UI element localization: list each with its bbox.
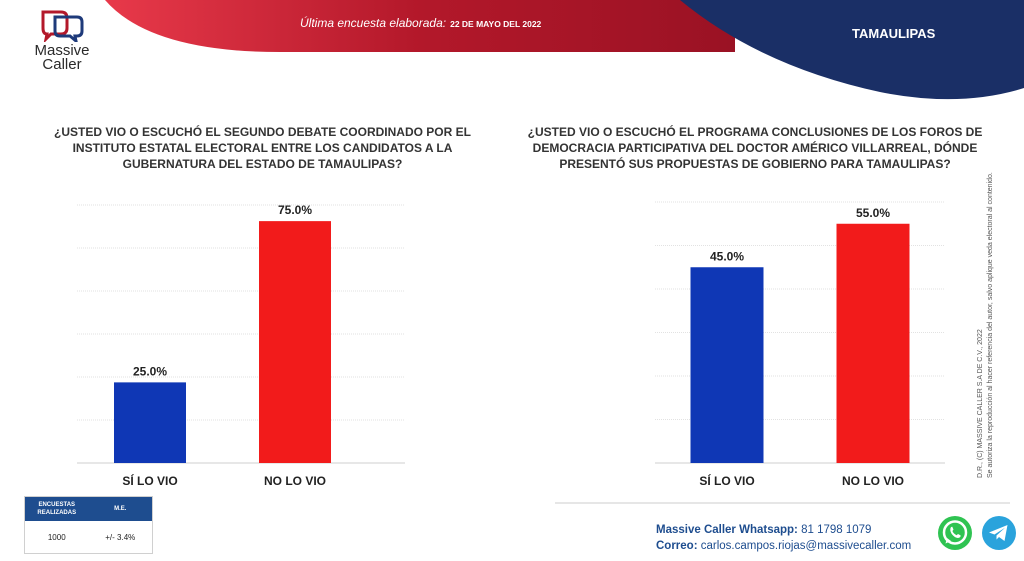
logo-text-caller: Caller <box>42 56 82 73</box>
logo-icon <box>41 10 84 42</box>
last-survey-date: Última encuesta elaborada: 22 DE MAYO DEL… <box>300 16 541 30</box>
chart-2-data-label-1: 45.0% <box>710 249 744 263</box>
chart-1-category-2: NO LO VIO <box>264 474 326 488</box>
survey-info-values: 1000 +/- 3.4% <box>25 521 152 554</box>
whatsapp-icon[interactable] <box>936 514 974 552</box>
whatsapp-contact: Massive Caller Whatsapp: 81 1798 1079 <box>656 522 911 538</box>
email-address[interactable]: carlos.campos.riojas@massivecaller.com <box>700 540 912 552</box>
last-survey-label: Última encuesta elaborada: <box>300 16 447 30</box>
email-contact: Correo: carlos.campos.riojas@massivecall… <box>656 538 911 554</box>
chart-1-bar-2 <box>259 221 331 463</box>
massive-caller-logo: Massive Caller <box>22 8 102 78</box>
survey-info-table: ENCUESTAS REALIZADAS M.E. 1000 +/- 3.4% <box>24 496 153 554</box>
survey-info-header: ENCUESTAS REALIZADAS M.E. <box>25 497 152 521</box>
whatsapp-label: Massive Caller Whatsapp: <box>656 524 798 536</box>
chart-2-category-1: SÍ LO VIO <box>699 473 754 488</box>
last-survey-date-value: 22 DE MAYO DEL 2022 <box>450 19 542 29</box>
surveys-value: 1000 <box>47 533 66 542</box>
chart-2-bar-1 <box>690 267 764 463</box>
margin-error-header: M.E. <box>114 506 127 512</box>
chart-1-data-label-2: 75.0% <box>278 203 312 217</box>
chart-1-data-label-1: 25.0% <box>133 364 167 378</box>
copyright-line-2: Se autoriza la reproducción al hacer ref… <box>987 172 994 478</box>
logo-text-massive: Massive <box>34 42 90 59</box>
region-title: TAMAULIPAS <box>852 26 936 41</box>
telegram-icon[interactable] <box>980 514 1018 552</box>
margin-error-value: +/- 3.4% <box>105 533 136 542</box>
header-navy-band <box>680 0 1024 100</box>
whatsapp-number[interactable]: 81 1798 1079 <box>801 524 872 536</box>
email-label: Correo: <box>656 540 698 552</box>
chart-1-bar-1 <box>114 382 186 463</box>
chart-2-category-2: NO LO VIO <box>842 474 904 488</box>
contact-info: Massive Caller Whatsapp: 81 1798 1079 Co… <box>656 522 911 554</box>
copyright-line-1: D.R., (C) MASSIVE CALLER S.A DE C.V., 20… <box>977 329 984 478</box>
chart-2-bar-2 <box>836 223 910 463</box>
chart-1-category-1: SÍ LO VIO <box>122 473 177 488</box>
surveys-header: ENCUESTAS REALIZADAS <box>37 502 77 516</box>
chart-1-question: ¿USTED VIO O ESCUCHÓ EL SEGUNDO DEBATE C… <box>54 125 471 171</box>
chart-2-question: ¿USTED VIO O ESCUCHÓ EL PROGRAMA CONCLUS… <box>527 125 983 171</box>
chart-2-data-label-2: 55.0% <box>856 206 890 220</box>
header-red-band <box>105 0 735 52</box>
copyright-note: D.R., (C) MASSIVE CALLER S.A DE C.V., 20… <box>976 118 996 478</box>
